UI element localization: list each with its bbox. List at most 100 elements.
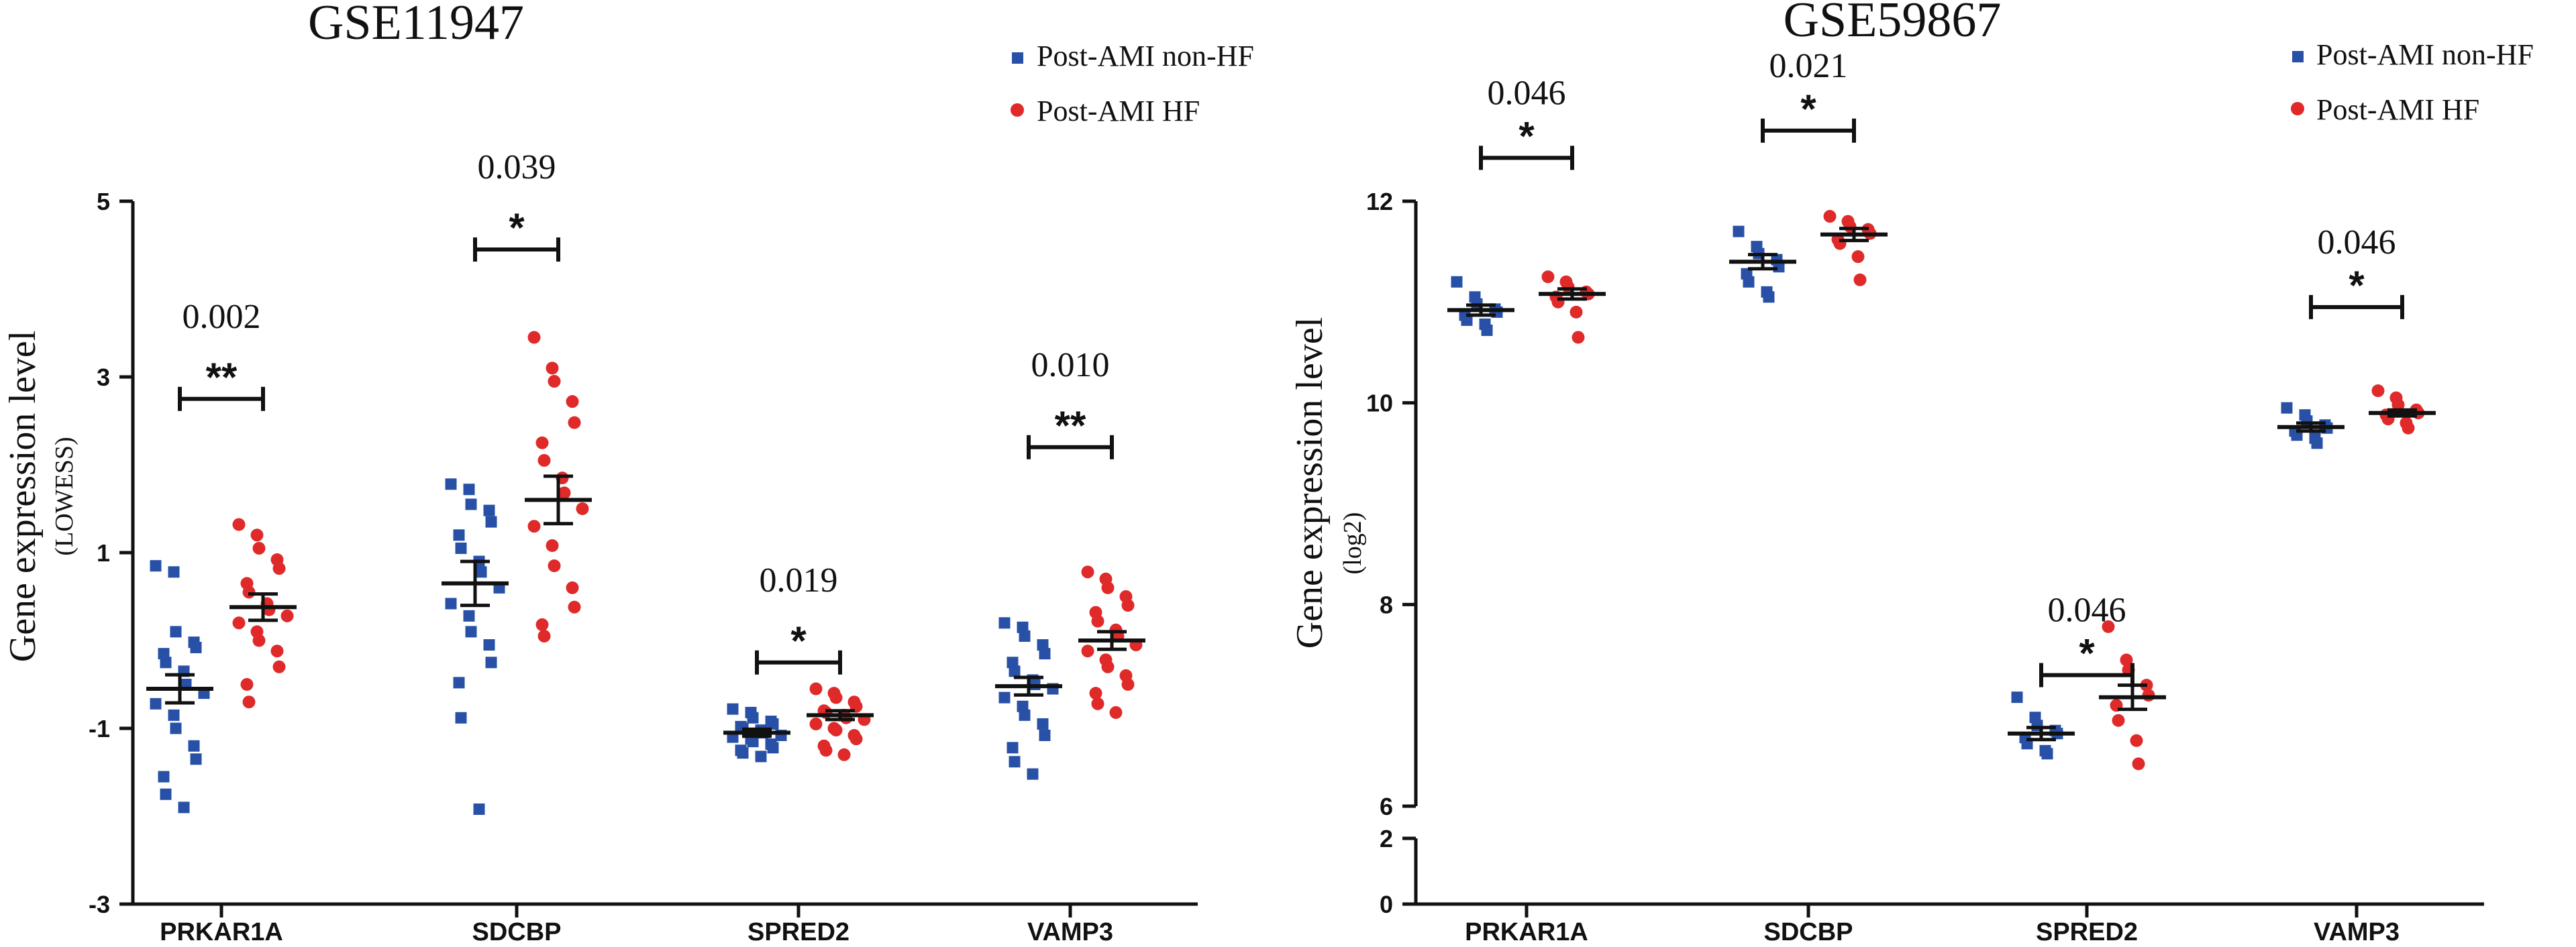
data-point-non-hf [150,698,162,710]
data-point-non-hf [1009,665,1021,677]
x-tick-label: PRKAR1A [160,918,283,946]
data-point-hf [280,609,294,622]
data-point-hf [537,629,551,643]
legend-label-non-hf: Post-AMI non-HF [2316,38,2534,71]
data-point-non-hf [168,566,180,578]
data-point-hf [1101,581,1115,594]
data-point-non-hf [158,771,170,783]
p-value-label: 0.046 [2318,223,2396,262]
data-point-non-hf [998,617,1011,629]
y-axis-title: Gene expression level [2,331,44,662]
data-point-non-hf [767,742,779,754]
significance-stars: * [509,205,525,250]
data-point-non-hf [453,529,465,541]
significance-stars: ** [206,355,238,400]
data-point-non-hf [483,504,495,516]
x-tick-label: SPRED2 [748,918,849,946]
data-point-hf [1089,687,1102,700]
x-tick-label: PRKAR1A [1465,918,1588,946]
p-value-label: 0.021 [1769,47,1848,85]
y-tick-label: -1 [89,715,110,742]
data-point-hf [535,618,549,631]
p-value-label: 0.010 [1031,346,1110,384]
data-point-non-hf [475,566,487,578]
y-axis-subtitle: (LOWESS) [50,437,79,555]
data-point-hf [548,559,561,573]
legend: Post-AMI non-HF Post-AMI HF [2291,38,2534,126]
data-point-non-hf [455,712,467,724]
significance-stars: * [1800,87,1816,131]
data-point-hf [1572,331,1585,344]
y-tick-label: -3 [89,891,110,918]
data-point-non-hf [483,639,495,651]
data-point-hf [272,660,286,673]
data-point-non-hf [473,803,485,816]
data-point-non-hf [1007,657,1019,669]
data-point-non-hf [445,478,457,490]
legend-marker-hf [2291,102,2304,115]
data-point-hf [819,744,833,757]
y-axis-label: Gene expression level [1289,317,1331,649]
data-point-hf [837,748,851,761]
data-point-non-hf [747,712,759,724]
data-point-hf [527,331,541,344]
data-point-non-hf [453,677,465,689]
data-point-hf [576,502,589,515]
legend-marker-non-hf [1012,52,1023,64]
data-point-non-hf [170,722,182,734]
data-point-hf [1823,210,1837,223]
data-point-hf [527,520,541,533]
data-point-hf [829,724,843,737]
data-point-hf [242,586,256,599]
data-point-non-hf [767,718,779,730]
y-tick-label: 1 [97,539,110,567]
data-point-hf [537,453,551,467]
data-point-hf [250,528,264,542]
data-point-hf [568,416,581,429]
data-point-hf [1541,270,1555,284]
data-point-non-hf [2281,402,2293,414]
y-tick-label: 3 [97,364,110,391]
data-point-non-hf [445,598,457,610]
data-point-non-hf [463,484,475,496]
data-point-hf [2132,757,2145,771]
data-point-non-hf [190,753,202,765]
data-point-hf [2142,689,2155,702]
y-tick-label: 5 [97,188,110,215]
data-point-non-hf [727,703,739,715]
data-point-non-hf [1461,314,1473,326]
data-point-non-hf [1007,742,1019,754]
significance-stars: * [2079,631,2095,676]
data-point-hf [829,691,843,704]
data-point-non-hf [1009,756,1021,768]
data-point-hf [2112,714,2125,727]
data-point-non-hf [1481,324,1493,336]
data-point-hf [849,732,863,746]
data-point-non-hf [160,657,172,669]
data-point-non-hf [150,560,162,572]
chart-gse59867: GSE59867 Gene expression level (log2) Po… [1289,0,2534,946]
data-point-hf [1121,678,1135,691]
data-point-hf [566,395,579,408]
data-point-non-hf [1763,291,1775,303]
data-point-hf [1121,599,1135,612]
data-point-non-hf [168,709,180,721]
y-tick-label: 0 [1380,891,1393,918]
y-axis-title: Gene expression level [1289,317,1331,649]
data-point-hf [548,375,561,388]
data-point-non-hf [747,736,759,748]
y-axis-label: Gene expression level [2,331,44,662]
data-point-non-hf [170,626,182,638]
data-point-non-hf [737,747,749,759]
data-point-non-hf [1451,276,1463,288]
data-point-non-hf [2311,437,2323,449]
chart-title: GSE59867 [1784,0,2002,48]
p-value-label: 0.039 [478,148,556,186]
data-point-hf [568,600,581,614]
data-point-hf [2102,620,2115,633]
p-value-label: 0.046 [1488,74,1566,112]
significance-stars: ** [1055,403,1086,448]
data-point-non-hf [465,626,477,638]
data-point-hf [2130,734,2143,747]
x-tick-label: SDCBP [1763,918,1853,946]
